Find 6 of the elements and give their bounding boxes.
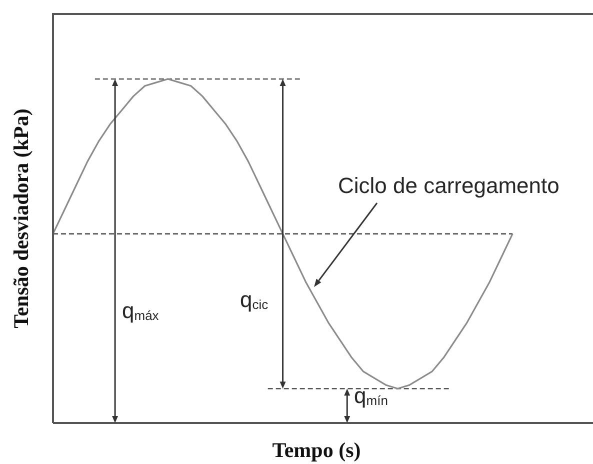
x-axis-title: Tempo (s) [272, 438, 361, 462]
annotation: q$_{cic}$ [240, 287, 269, 312]
y-axis-title: Tensão desviadora (kPa) [9, 108, 33, 328]
annotation: Ciclo de carregamento [338, 173, 560, 198]
annotation: q$_{máx}$ [122, 298, 160, 323]
annotation: q$_{mín}$ [354, 383, 388, 408]
